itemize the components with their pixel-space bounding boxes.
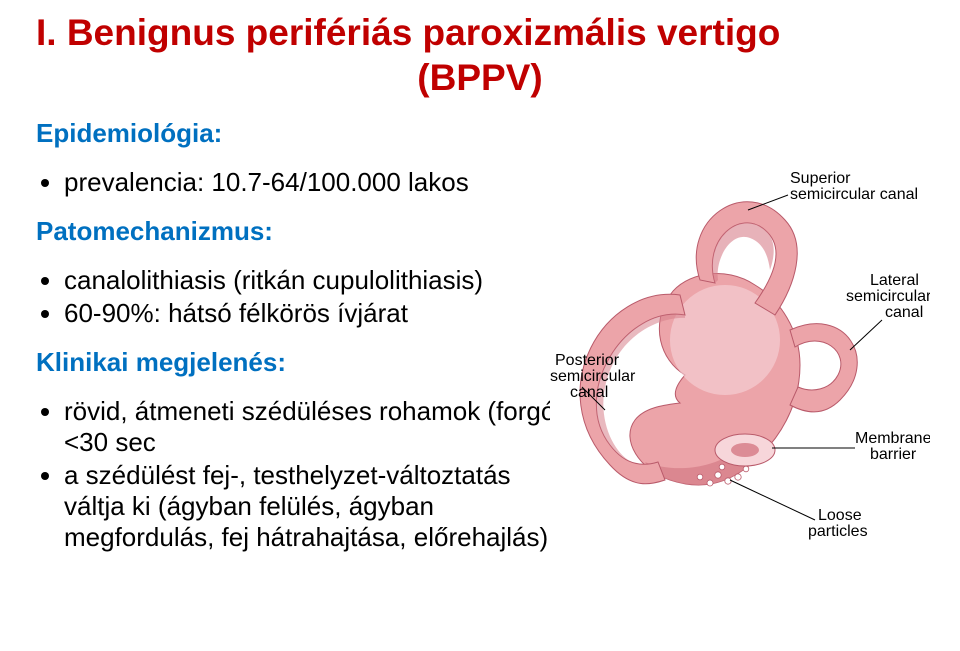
label-membrane-1: Membrane xyxy=(855,430,930,447)
content-column: Epidemiológia: prevalencia: 10.7-64/100.… xyxy=(36,118,576,553)
title-line-2: (BPPV) xyxy=(36,55,924,100)
label-posterior-3: canal xyxy=(570,384,608,401)
label-lateral-3: canal xyxy=(885,304,923,321)
label-posterior-1: Posterior xyxy=(555,352,620,369)
bullet-item: canalolithiasis (ritkán cupulolithiasis) xyxy=(64,265,576,296)
label-lateral-2: semicircular xyxy=(846,288,930,305)
bullet-item: prevalencia: 10.7-64/100.000 lakos xyxy=(64,167,576,198)
section-clinical: Klinikai megjelenés: rövid, átmeneti szé… xyxy=(36,347,576,553)
heading-patomechanism: Patomechanizmus: xyxy=(36,216,576,247)
heading-clinical: Klinikai megjelenés: xyxy=(36,347,576,378)
bullets-clinical: rövid, átmeneti szédüléses rohamok (forg… xyxy=(36,396,576,553)
section-epidemiology: Epidemiológia: prevalencia: 10.7-64/100.… xyxy=(36,118,576,198)
label-membrane-2: barrier xyxy=(870,446,917,463)
slide: I. Benignus perifériás paroxizmális vert… xyxy=(0,0,960,651)
label-loose-1: Loose xyxy=(818,507,862,524)
label-lateral-1: Lateral xyxy=(870,272,919,289)
bullet-item: a szédülést fej-, testhelyzet-változtatá… xyxy=(64,460,576,553)
label-loose-2: particles xyxy=(808,523,868,540)
slide-title: I. Benignus perifériás paroxizmális vert… xyxy=(36,10,924,100)
bullets-epidemiology: prevalencia: 10.7-64/100.000 lakos xyxy=(36,167,576,198)
label-superior-1: Superior xyxy=(790,170,851,187)
heading-epidemiology: Epidemiológia: xyxy=(36,118,576,149)
title-line-1: I. Benignus perifériás paroxizmális vert… xyxy=(36,10,924,55)
section-patomechanism: Patomechanizmus: canalolithiasis (ritkán… xyxy=(36,216,576,329)
ear-diagram: Superior semicircular canal Lateral semi… xyxy=(550,165,930,545)
membrane-barrier-shape xyxy=(715,434,775,466)
bullet-item: rövid, átmeneti szédüléses rohamok (forg… xyxy=(64,396,576,458)
bullet-item: 60-90%: hátsó félkörös ívjárat xyxy=(64,298,576,329)
label-superior-2: semicircular canal xyxy=(790,186,918,203)
label-posterior-2: semicircular xyxy=(550,368,636,385)
bullets-patomechanism: canalolithiasis (ritkán cupulolithiasis)… xyxy=(36,265,576,329)
